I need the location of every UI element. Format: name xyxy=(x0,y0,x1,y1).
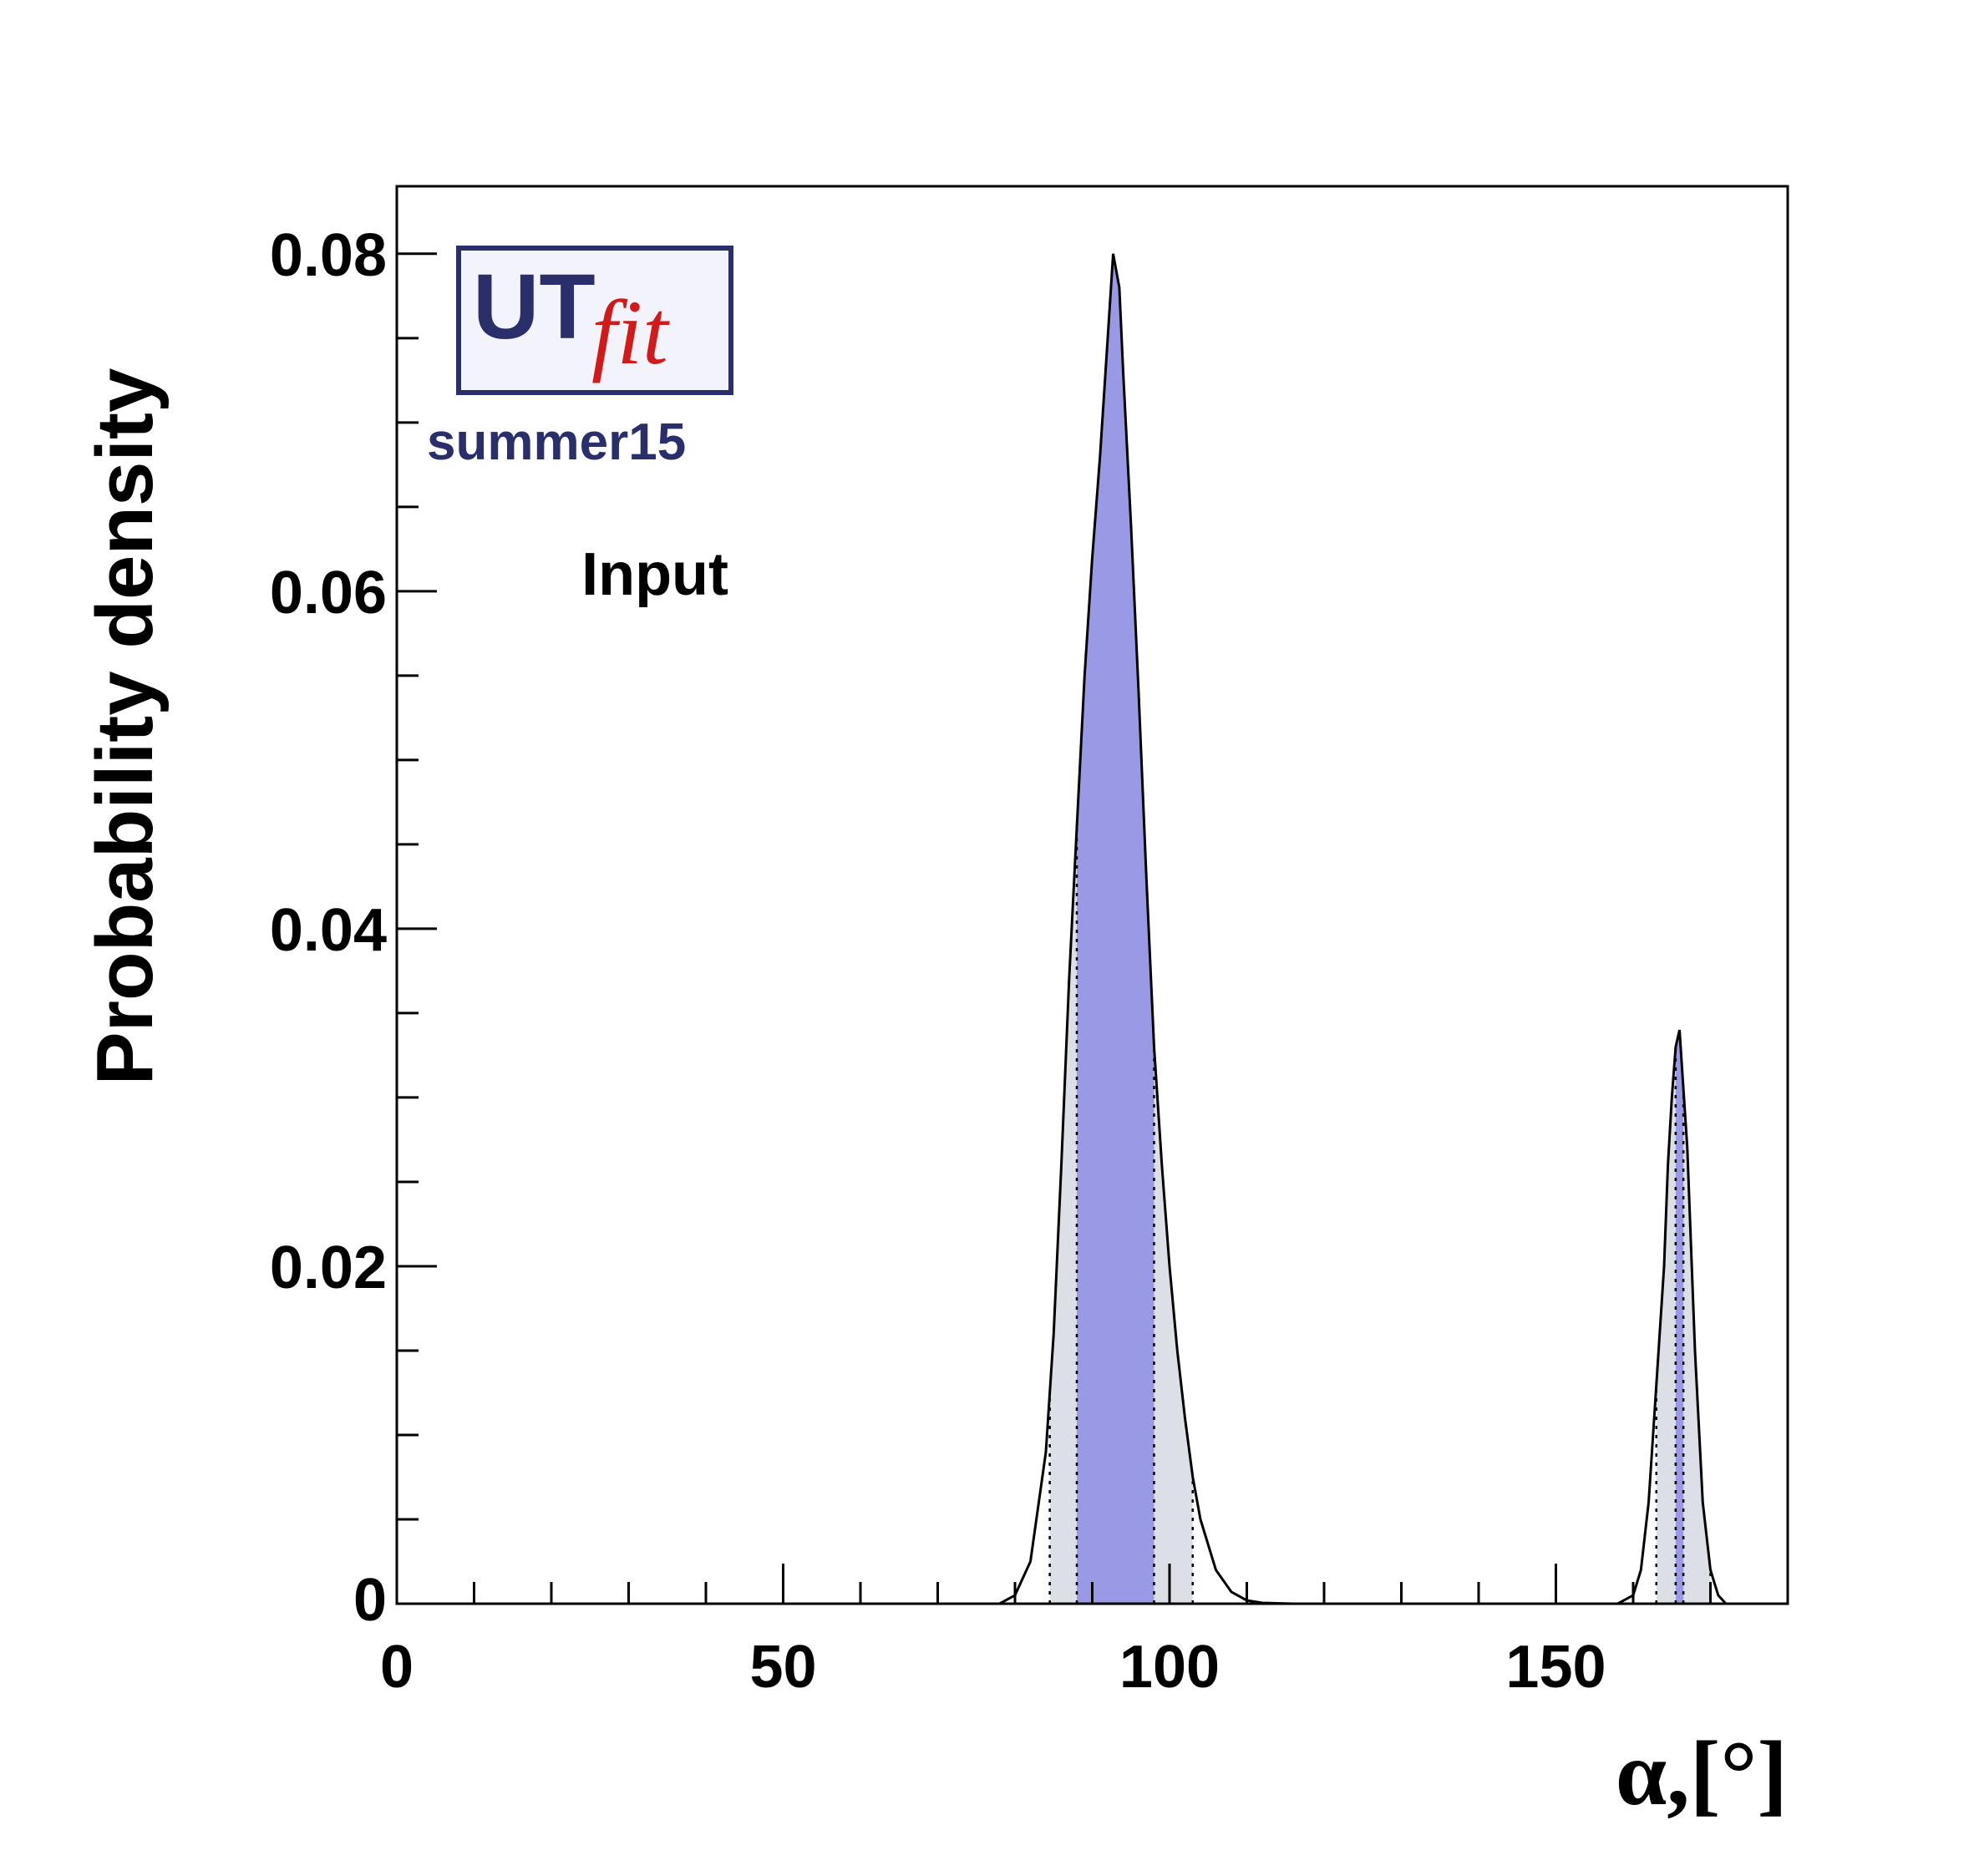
input-annotation: Input xyxy=(581,541,728,608)
region-68-fill xyxy=(1077,253,1154,1604)
x-tick-label: 150 xyxy=(1505,1634,1606,1701)
y-tick-label: 0 xyxy=(353,1567,387,1634)
utfit-logo: UT fit summer15 xyxy=(427,246,733,471)
region-68-fill xyxy=(1675,1030,1684,1604)
y-tick-label: 0.08 xyxy=(270,222,387,289)
y-tick-label: 0.02 xyxy=(270,1235,387,1301)
region-68-fills xyxy=(1077,253,1684,1604)
x-axis-title: α,[°] xyxy=(1616,1722,1788,1824)
logo-fit-text: fit xyxy=(591,281,670,383)
region-boundary-lines xyxy=(1048,827,1712,1604)
x-tick-label: 50 xyxy=(749,1634,816,1701)
y-axis-title: Probability density xyxy=(80,368,170,1086)
tick-labels: 0 50 100 150 0 0.02 0.04 0.06 0.08 xyxy=(270,222,1606,1701)
y-tick-label: 0.04 xyxy=(270,897,387,964)
axis-ticks xyxy=(395,252,1789,1605)
logo-subtitle: summer15 xyxy=(427,413,686,471)
logo-ut-text: UT xyxy=(473,256,596,358)
y-tick-label: 0.06 xyxy=(270,560,387,626)
x-tick-label: 0 xyxy=(380,1634,414,1701)
density-curve xyxy=(397,253,1788,1605)
x-tick-label: 100 xyxy=(1119,1634,1220,1701)
